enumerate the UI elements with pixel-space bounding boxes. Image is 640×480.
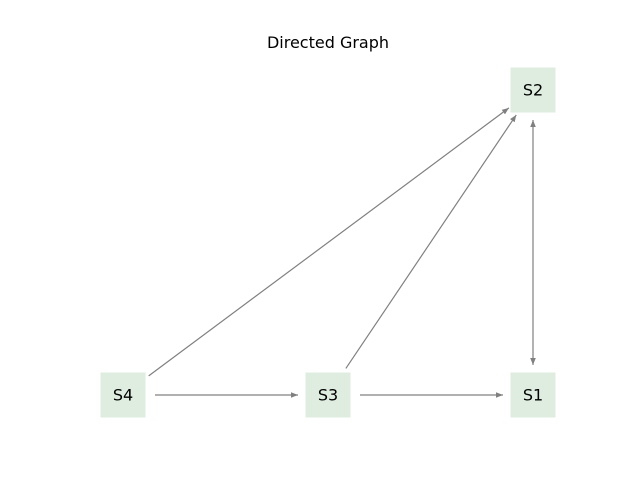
- node-label: S3: [318, 386, 338, 405]
- node-label: S1: [523, 386, 543, 405]
- node-box: [510, 372, 556, 418]
- graph-title: Directed Graph: [266, 33, 390, 52]
- node-box: [305, 372, 351, 418]
- node-box: [100, 372, 146, 418]
- node-box: [510, 67, 556, 113]
- node-s3[interactable]: S3: [305, 372, 351, 418]
- node-label: S2: [523, 81, 543, 100]
- node-s4[interactable]: S4: [100, 372, 146, 418]
- edge-s3-to-s2: [345, 114, 517, 369]
- edges-layer: [148, 107, 536, 398]
- node-s2[interactable]: S2: [510, 67, 556, 113]
- node-label: S4: [113, 386, 133, 405]
- nodes-layer: S1 S2 S3 S4: [100, 67, 556, 418]
- edge-s4-to-s2: [148, 107, 510, 377]
- node-s1[interactable]: S1: [510, 372, 556, 418]
